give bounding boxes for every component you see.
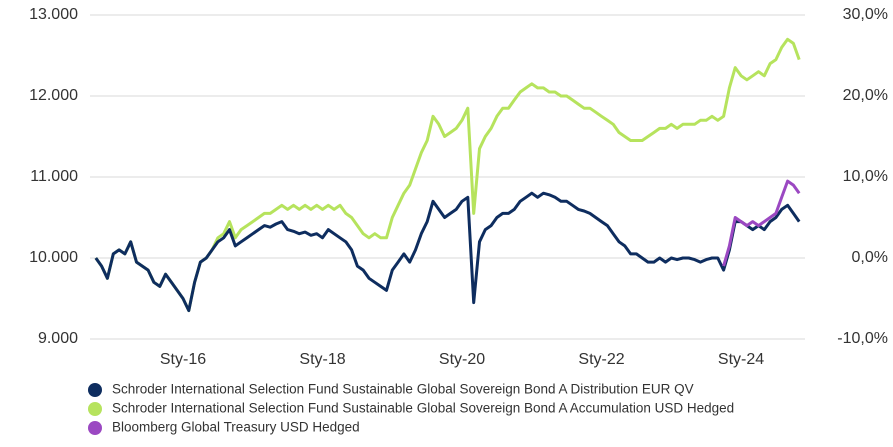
y2-tick-label: 20,0% bbox=[843, 87, 888, 104]
x-tick-label: Sty-22 bbox=[578, 351, 624, 368]
y2-tick-label: 10,0% bbox=[843, 168, 888, 185]
legend-marker bbox=[88, 402, 102, 416]
y-tick-label: 11.000 bbox=[30, 168, 78, 185]
y2-tick-label: -10,0% bbox=[837, 330, 888, 347]
legend-label: Schroder International Selection Fund Su… bbox=[112, 382, 694, 397]
y-tick-label: 13.000 bbox=[29, 6, 78, 23]
legend-marker bbox=[88, 383, 102, 397]
series-line bbox=[722, 179, 801, 267]
y2-tick-label: 30,0% bbox=[843, 6, 888, 23]
series-line bbox=[94, 191, 801, 313]
y-tick-label: 10.000 bbox=[29, 249, 78, 266]
x-tick-label: Sty-20 bbox=[439, 351, 485, 368]
y-tick-label: 9.000 bbox=[38, 330, 78, 347]
x-tick-label: Sty-18 bbox=[299, 351, 345, 368]
legend-marker bbox=[88, 421, 102, 435]
x-tick-label: Sty-16 bbox=[160, 351, 206, 368]
y-tick-label: 12.000 bbox=[29, 87, 78, 104]
legend-label: Bloomberg Global Treasury USD Hedged bbox=[112, 420, 360, 435]
series-line bbox=[94, 37, 801, 313]
y2-tick-label: 0,0% bbox=[852, 249, 888, 266]
legend-label: Schroder International Selection Fund Su… bbox=[112, 401, 734, 416]
x-tick-label: Sty-24 bbox=[718, 351, 764, 368]
